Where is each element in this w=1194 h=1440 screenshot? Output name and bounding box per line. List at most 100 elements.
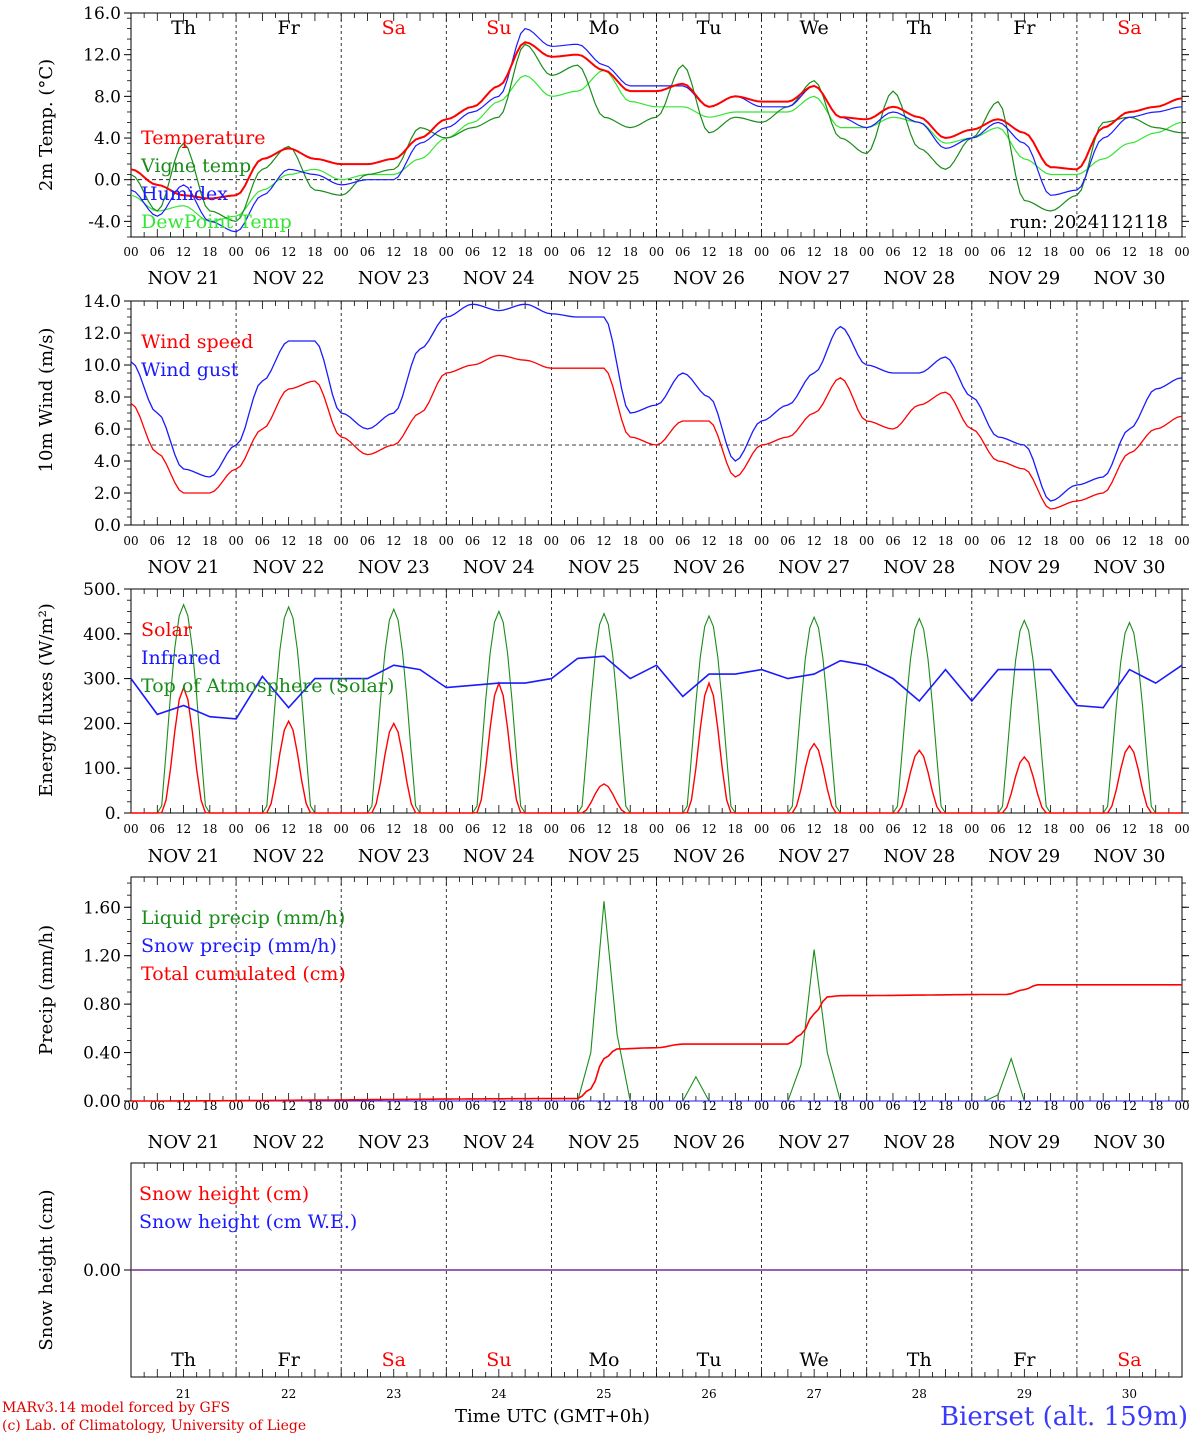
run-label: run: 2024112118 — [1010, 212, 1168, 233]
date-label: NOV 30 — [1094, 846, 1166, 867]
hour-tick-label: 18 — [1148, 822, 1163, 836]
date-label: NOV 21 — [148, 268, 220, 289]
y-tick-label: 0.40 — [83, 1044, 121, 1064]
hour-tick-label: 06 — [990, 1099, 1005, 1113]
date-label: NOV 23 — [358, 1132, 430, 1153]
day-number: 27 — [807, 1387, 822, 1401]
hour-tick-label: 00 — [228, 1099, 243, 1113]
hour-tick-label: 00 — [439, 534, 454, 548]
hour-tick-label: 00 — [1174, 822, 1189, 836]
hour-tick-label: 06 — [675, 1099, 690, 1113]
date-label: NOV 23 — [358, 846, 430, 867]
hour-tick-label: 18 — [517, 534, 532, 548]
hour-tick-label: 06 — [990, 245, 1005, 259]
hour-tick-label: 06 — [150, 534, 165, 548]
legend-entry: Solar — [141, 619, 193, 641]
hour-tick-label: 00 — [964, 534, 979, 548]
day-number: 28 — [912, 1387, 927, 1401]
date-label: NOV 26 — [673, 846, 745, 867]
hour-tick-label: 18 — [938, 245, 953, 259]
hour-tick-label: 06 — [1096, 1099, 1111, 1113]
y-tick-label: 4.0 — [94, 452, 121, 472]
hour-tick-label: 00 — [228, 534, 243, 548]
legend-entry: Wind gust — [141, 359, 239, 381]
hour-tick-label: 06 — [1096, 534, 1111, 548]
footer-credits: MARv3.14 model forced by GFS (c) Lab. of… — [2, 1399, 306, 1435]
hour-tick-label: 06 — [885, 245, 900, 259]
hour-tick-label: 18 — [938, 1099, 953, 1113]
day-number: 21 — [176, 1387, 191, 1401]
x-axis-label: Time UTC (GMT+0h) — [455, 1406, 650, 1427]
date-label: NOV 29 — [988, 268, 1060, 289]
date-label: NOV 30 — [1094, 1132, 1166, 1153]
hour-tick-label: 18 — [623, 534, 638, 548]
date-label: NOV 22 — [253, 1132, 325, 1153]
hour-tick-label: 12 — [491, 822, 506, 836]
hour-tick-label: 18 — [1043, 534, 1058, 548]
y-axis-label: Energy fluxes (W/m²) — [36, 603, 57, 797]
footer-credit-line: (c) Lab. of Climatology, University of L… — [2, 1418, 307, 1434]
hour-tick-label: 06 — [570, 822, 585, 836]
hour-tick-label: 00 — [859, 245, 874, 259]
hour-tick-label: 12 — [701, 822, 716, 836]
hour-tick-label: 00 — [544, 245, 559, 259]
day-name-top: Mo — [588, 17, 619, 39]
hour-tick-label: 06 — [150, 1099, 165, 1113]
panel-frame — [130, 300, 1183, 526]
hour-tick-label: 12 — [596, 822, 611, 836]
hour-tick-label: 12 — [491, 245, 506, 259]
hour-tick-label: 18 — [202, 822, 217, 836]
date-label: NOV 23 — [358, 268, 430, 289]
date-label: NOV 29 — [988, 846, 1060, 867]
hour-tick-label: 12 — [1122, 534, 1137, 548]
hour-tick-label: 12 — [176, 534, 191, 548]
hour-tick-label: 06 — [570, 534, 585, 548]
hour-tick-label: 12 — [1017, 245, 1032, 259]
hour-tick-label: 12 — [281, 822, 296, 836]
hour-tick-label: 06 — [360, 1099, 375, 1113]
hour-tick-label: 18 — [1148, 245, 1163, 259]
y-tick-label: 400. — [83, 625, 121, 645]
y-tick-label: 1.20 — [83, 947, 121, 967]
hour-tick-label: 06 — [570, 1099, 585, 1113]
date-label: NOV 24 — [463, 846, 535, 867]
day-name-bottom: Sa — [382, 1349, 406, 1371]
hour-tick-label: 06 — [675, 534, 690, 548]
hour-tick-label: 18 — [517, 1099, 532, 1113]
legend-entry: Vigne temp — [140, 155, 251, 177]
hour-tick-label: 00 — [439, 245, 454, 259]
y-tick-label: 14.0 — [83, 292, 121, 312]
hour-tick-label: 18 — [412, 245, 427, 259]
hour-tick-label: 18 — [307, 245, 322, 259]
y-tick-label: 0. — [105, 804, 121, 824]
series-line-humidex — [130, 27, 1183, 233]
series-line-solar — [131, 680, 1182, 814]
y-axis-label: 2m Temp. (°C) — [36, 59, 57, 191]
hour-tick-label: 12 — [596, 245, 611, 259]
date-label: NOV 28 — [883, 1132, 955, 1153]
hour-tick-label: 12 — [1122, 822, 1137, 836]
date-label: NOV 21 — [148, 1132, 220, 1153]
hour-tick-label: 12 — [281, 245, 296, 259]
y-tick-label: 0.0 — [94, 171, 121, 191]
hour-tick-label: 12 — [807, 1099, 822, 1113]
legend-entry: Top of Atmosphere (Solar) — [141, 675, 394, 697]
hour-tick-label: 06 — [255, 534, 270, 548]
hour-tick-label: 12 — [596, 534, 611, 548]
series-line-dewpoint-temp — [130, 69, 1183, 223]
date-label: NOV 30 — [1094, 268, 1166, 289]
hour-tick-label: 00 — [1069, 1099, 1084, 1113]
hour-tick-label: 06 — [150, 245, 165, 259]
y-axis-label: 10m Wind (m/s) — [36, 328, 57, 473]
hour-tick-label: 00 — [334, 1099, 349, 1113]
hour-tick-label: 18 — [517, 822, 532, 836]
day-name-bottom: Fr — [1013, 1349, 1036, 1371]
day-number: 26 — [701, 1387, 716, 1401]
hour-tick-label: 12 — [596, 1099, 611, 1113]
panel-frame — [130, 12, 1183, 238]
y-axis-label: Precip (mm/h) — [36, 925, 57, 1055]
hour-tick-label: 00 — [1069, 534, 1084, 548]
y-tick-label: 0.00 — [83, 1092, 121, 1112]
hour-tick-label: 12 — [176, 1099, 191, 1113]
